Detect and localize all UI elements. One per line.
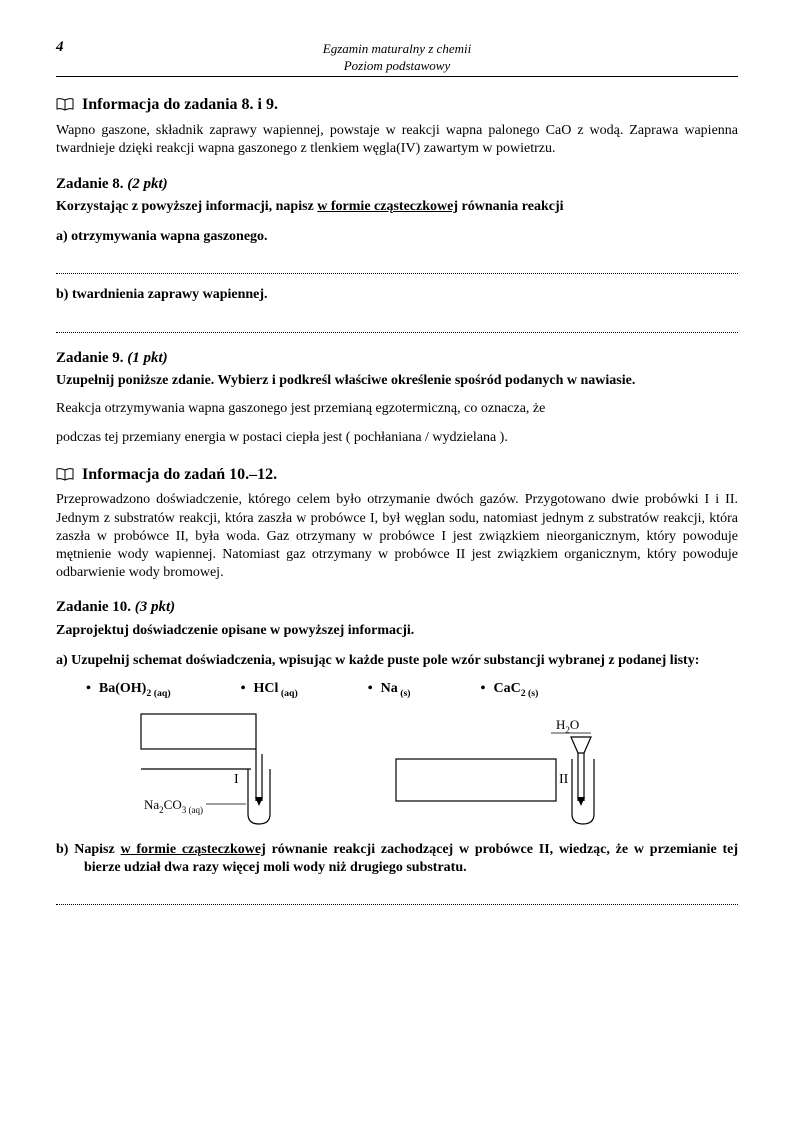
label-II: II [559,772,569,787]
zad8-a: a) otrzymywania wapna gaszonego. [56,228,738,246]
zad10-instr: Zaprojektuj doświadczenie opisane w powy… [56,622,738,640]
reagent-2: •HCl (aq) [241,680,298,701]
na2co3-label: Na2CO3 (aq) [144,797,203,815]
info-8-9-text: Wapno gaszone, składnik zaprawy wapienne… [56,122,738,158]
answer-line[interactable] [56,891,738,905]
page-header: 4 Egzamin maturalny z chemii Poziom pods… [56,38,738,77]
book-icon [56,97,74,118]
info-10-12-text: Przeprowadzono doświadczenie, którego ce… [56,491,738,582]
h2o-label: H2O [556,717,579,735]
answer-line[interactable] [56,260,738,274]
zad10-title: Zadanie 10. (3 pkt) [56,598,738,618]
reagent-list: •Ba(OH)2 (aq) •HCl (aq) •Na (s) •CaC2 (s… [86,680,738,701]
zad9-p1: Reakcja otrzymywania wapna gaszonego jes… [56,400,738,418]
info-10-12-title: Informacja do zadań 10.–12. [56,465,738,488]
reagent-3: •Na (s) [368,680,411,701]
reagent-4: •CaC2 (s) [481,680,539,701]
diagram-2: H2O II [376,709,636,829]
page-number: 4 [56,38,96,58]
zad8-title: Zadanie 8. (2 pkt) [56,175,738,195]
label-I: I [234,772,239,787]
zad8-instr: Korzystając z powyższej informacji, napi… [56,198,738,216]
experiment-diagrams: I Na2CO3 (aq) H2O II [106,709,738,829]
zad9-title: Zadanie 9. (1 pkt) [56,349,738,369]
header-title: Egzamin maturalny z chemii [96,41,698,58]
zad10-b: b) Napisz w formie cząsteczkowej równani… [56,841,738,877]
zad8-b: b) twardnienia zaprawy wapiennej. [56,286,738,304]
answer-line[interactable] [56,319,738,333]
header-subtitle: Poziom podstawowy [96,58,698,75]
zad9-p2: podczas tej przemiany energia w postaci … [56,429,738,447]
zad9-instr: Uzupełnij poniższe zdanie. Wybierz i pod… [56,372,738,390]
info-8-9-title: Informacja do zadania 8. i 9. [56,95,738,118]
book-icon [56,467,74,488]
zad10-a: a) Uzupełnij schemat doświadczenia, wpis… [56,652,738,670]
reagent-1: •Ba(OH)2 (aq) [86,680,171,701]
diagram-1: I Na2CO3 (aq) [106,709,306,829]
